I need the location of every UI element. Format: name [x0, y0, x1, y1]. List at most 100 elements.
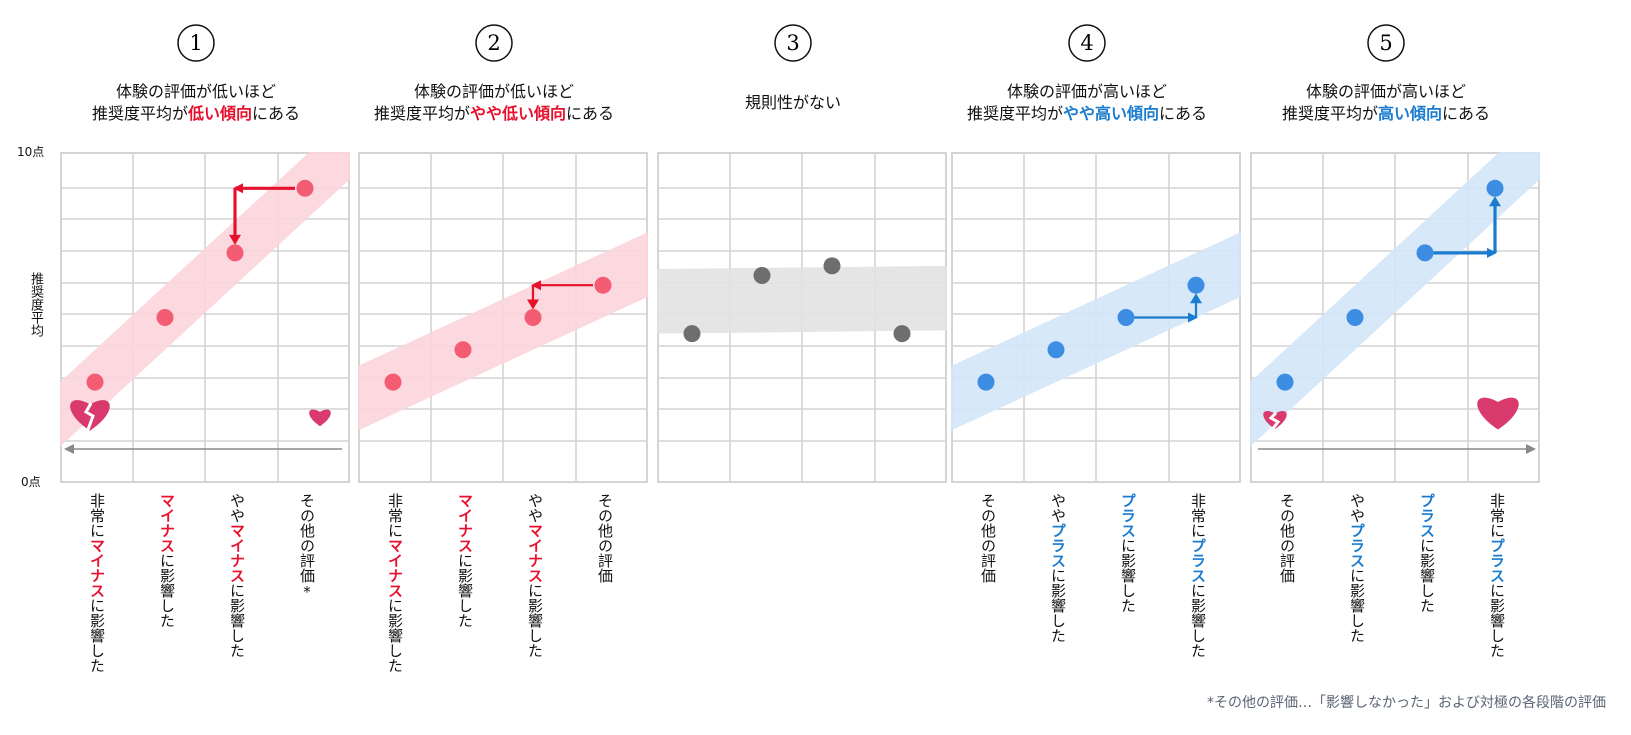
- crack-line: [1268, 411, 1281, 430]
- category-emphasis: プラス: [1488, 538, 1506, 583]
- category-text: に影響した: [88, 598, 106, 673]
- title-line-1: 規則性がない: [744, 93, 841, 112]
- number-circle: [1367, 24, 1405, 62]
- category-emphasis: プラス: [1119, 493, 1137, 538]
- trend-arrowhead: [531, 280, 541, 291]
- trend-arrowhead: [1188, 312, 1198, 323]
- number-digit: 3: [786, 31, 799, 55]
- panel-title: 規則性がない: [623, 81, 963, 114]
- title-line-1: 体験の評価が低いほど: [115, 82, 276, 101]
- category-label: プラスに影響した: [1116, 493, 1137, 613]
- category-text: その他の評価: [1278, 493, 1296, 583]
- title-line-2: 推奨度平均がやや低い傾向にある: [324, 103, 664, 125]
- category-text: 非常に: [1488, 493, 1506, 538]
- data-point: [454, 341, 472, 359]
- y-axis-title: 推奨度平均: [28, 272, 43, 337]
- category-label: 非常にプラスに影響した: [1186, 493, 1207, 658]
- data-point: [226, 244, 244, 262]
- title-pre: 推奨度平均が: [91, 104, 188, 123]
- data-point: [753, 267, 771, 285]
- title-pre: 推奨度平均が: [966, 104, 1063, 123]
- crack-line: [83, 402, 95, 431]
- category-text: に影響した: [1189, 583, 1207, 658]
- category-text: その他の評価*: [298, 493, 316, 601]
- trend-band: [358, 232, 648, 431]
- y-axis-bottom-label: 0点: [21, 475, 41, 489]
- category-label: その他の評価*: [295, 493, 316, 601]
- number-digit: 4: [1080, 31, 1093, 55]
- data-point: [823, 257, 841, 275]
- category-emphasis: マイナス: [526, 523, 544, 583]
- category-text: に影響した: [1049, 568, 1067, 643]
- category-text: に影響した: [1418, 538, 1436, 613]
- category-text: に影響した: [158, 553, 176, 628]
- number-digit: 2: [487, 31, 500, 55]
- trend-arrowhead: [233, 183, 243, 194]
- data-point: [977, 373, 995, 391]
- baseline-arrowhead: [1526, 444, 1536, 454]
- category-text: やや: [526, 493, 544, 523]
- plot-area: [951, 152, 1241, 483]
- trend-band: [657, 265, 947, 334]
- category-emphasis: プラス: [1418, 493, 1436, 538]
- trend-band: [951, 232, 1241, 431]
- category-label: ややマイナスに影響した: [225, 493, 246, 658]
- panel-title: 体験の評価が低いほど推奨度平均が低い傾向にある: [26, 81, 366, 125]
- data-point: [156, 309, 174, 326]
- category-text: やや: [1348, 493, 1366, 523]
- panel-number: 5: [1236, 20, 1536, 66]
- category-emphasis: プラス: [1348, 523, 1366, 568]
- category-emphasis: マイナス: [158, 493, 176, 553]
- category-label: 非常にプラスに影響した: [1485, 493, 1506, 658]
- data-point: [1346, 309, 1364, 326]
- title-line-2: 推奨度平均がやや高い傾向にある: [917, 103, 1257, 125]
- trend-arrowhead: [527, 299, 539, 310]
- panel-title: 体験の評価が低いほど 推奨度平均がやや低い傾向にある: [324, 81, 664, 125]
- trend-arrowhead: [1489, 196, 1501, 207]
- category-text: やや: [1049, 493, 1067, 523]
- title-post: にある: [1442, 104, 1491, 123]
- panel-number: 4: [937, 20, 1237, 66]
- data-point: [893, 325, 911, 343]
- panel-1: 1 体験の評価が低いほど 推奨度平均が低い傾向にある 非常にマイナスに影響した マイナス…: [46, 0, 350, 735]
- category-text: に影響した: [456, 553, 474, 628]
- number-digit: 1: [189, 31, 202, 55]
- category-text: に影響した: [386, 598, 404, 673]
- category-text: 非常に: [88, 493, 106, 538]
- data-point: [1276, 373, 1294, 391]
- title-post: にある: [566, 104, 615, 123]
- category-text: その他の評価: [596, 493, 614, 583]
- title-emphasis: 低い傾向: [187, 104, 252, 123]
- data-point: [1047, 341, 1065, 359]
- plot-area: [1250, 152, 1540, 483]
- title-line-2: 推奨度平均が高い傾向にある: [1216, 103, 1556, 125]
- trend-arrowhead: [1487, 247, 1497, 258]
- trend-band: [1250, 152, 1540, 447]
- trend-arrowhead: [1190, 293, 1202, 304]
- data-point: [1117, 309, 1135, 326]
- category-text: やや: [228, 493, 246, 523]
- title-emphasis: やや低い傾向: [469, 104, 566, 123]
- category-text: に影響した: [228, 583, 246, 658]
- category-text: に影響した: [526, 583, 544, 658]
- category-label: ややプラスに影響した: [1046, 493, 1067, 643]
- category-text: 非常に: [1189, 493, 1207, 538]
- panel-title: 体験の評価が高いほど 推奨度平均が高い傾向にある: [1216, 81, 1556, 125]
- data-point: [524, 309, 542, 326]
- data-point: [384, 373, 402, 391]
- panel-2: 2 体験の評価が低いほど 推奨度平均がやや低い傾向にある 非常にマイナスに影響した マイ…: [344, 0, 648, 735]
- category-emphasis: プラス: [1049, 523, 1067, 568]
- category-emphasis: マイナス: [456, 493, 474, 553]
- title-line-2: 推奨度平均が低い傾向にある: [26, 103, 366, 125]
- data-point: [594, 276, 612, 294]
- data-point: [86, 373, 104, 391]
- category-label: その他の評価: [1275, 493, 1296, 583]
- panel-4: 4 体験の評価が高いほど 推奨度平均がやや高い傾向にある その他の評価 ややプラスに影響…: [937, 0, 1241, 735]
- data-point: [1416, 244, 1434, 262]
- title-line-1: 体験の評価が高いほど: [1006, 82, 1167, 101]
- trend-band: [60, 152, 350, 447]
- plot-area: [657, 152, 947, 483]
- category-label: ややプラスに影響した: [1345, 493, 1366, 643]
- plot-area: [60, 152, 350, 483]
- title-pre: 推奨度平均が: [373, 104, 470, 123]
